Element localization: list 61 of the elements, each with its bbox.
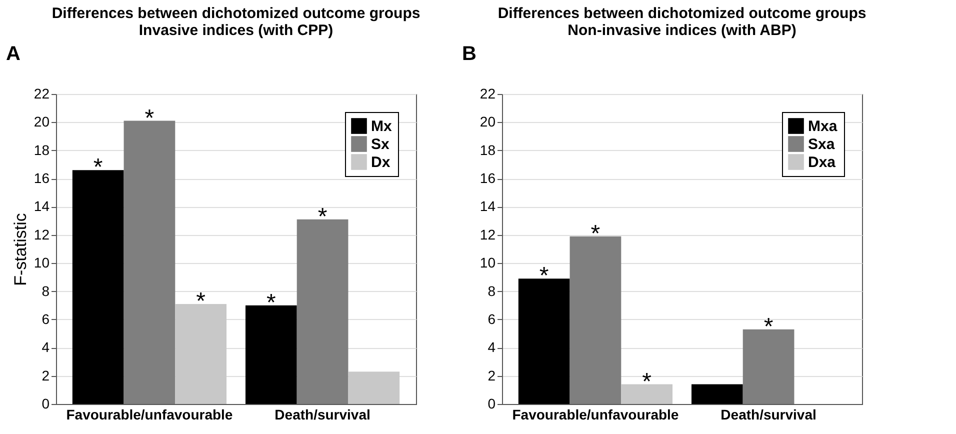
bar bbox=[175, 304, 227, 404]
legend-label: Sx bbox=[371, 136, 390, 153]
bar bbox=[621, 384, 673, 404]
chart-title: Differences between dichotomized outcome groups bbox=[52, 5, 420, 22]
data-label: * bbox=[539, 262, 549, 290]
x-tick-label: Favourable/unfavourable bbox=[66, 406, 233, 422]
bar bbox=[296, 219, 348, 404]
legend-label: Mxa bbox=[808, 118, 838, 135]
x-tick-label: Death/survival bbox=[274, 406, 370, 422]
y-tick-label: 2 bbox=[42, 367, 50, 384]
data-label: * bbox=[590, 220, 600, 248]
y-tick-label: 18 bbox=[480, 142, 496, 158]
y-tick-label: 4 bbox=[42, 339, 50, 356]
chart-subtitle: Non-invasive indices (with ABP) bbox=[568, 22, 796, 39]
legend-label: Mx bbox=[371, 118, 392, 135]
bar bbox=[518, 278, 570, 404]
y-tick-label: 22 bbox=[34, 86, 50, 102]
bar bbox=[742, 329, 794, 404]
y-tick-label: 6 bbox=[42, 310, 50, 327]
y-tick-label: 8 bbox=[488, 282, 496, 299]
chart-title: Differences between dichotomized outcome groups bbox=[498, 5, 866, 22]
legend-label: Dxa bbox=[808, 154, 836, 171]
data-label: * bbox=[764, 313, 774, 340]
bar bbox=[691, 384, 743, 404]
bar bbox=[245, 305, 297, 404]
x-tick-label: Death/survival bbox=[720, 406, 816, 422]
y-tick-label: 12 bbox=[34, 226, 50, 242]
y-tick-label: 6 bbox=[488, 310, 496, 327]
chart-subtitle: Invasive indices (with CPP) bbox=[138, 22, 334, 39]
x-tick-label: Favourable/unfavourable bbox=[512, 406, 679, 422]
y-tick-label: 12 bbox=[480, 226, 496, 242]
legend-label: Sxa bbox=[808, 136, 836, 153]
legend-label: Dx bbox=[371, 154, 391, 171]
y-tick-label: 20 bbox=[480, 114, 496, 130]
y-tick-label: 10 bbox=[34, 254, 50, 271]
bar bbox=[570, 236, 622, 404]
y-tick-label: 16 bbox=[34, 170, 50, 186]
text: B bbox=[462, 43, 476, 65]
y-tick-label: 2 bbox=[488, 367, 496, 384]
data-label: * bbox=[144, 104, 154, 132]
bar bbox=[72, 170, 124, 404]
y-tick-label: 14 bbox=[34, 198, 50, 214]
y-tick-label: 4 bbox=[488, 339, 496, 356]
data-label: * bbox=[266, 289, 276, 316]
bar bbox=[348, 372, 400, 404]
y-tick-label: 0 bbox=[488, 396, 496, 412]
y-tick-label: 20 bbox=[34, 114, 50, 130]
data-label: * bbox=[196, 288, 206, 315]
data-label: * bbox=[642, 368, 652, 396]
y-tick-label: 10 bbox=[480, 254, 496, 271]
y-tick-label: 14 bbox=[480, 198, 496, 214]
y-tick-label: 0 bbox=[42, 396, 50, 412]
data-label: * bbox=[318, 203, 328, 230]
y-tick-label: 16 bbox=[480, 170, 496, 186]
data-label: * bbox=[93, 154, 103, 182]
text: A bbox=[6, 43, 20, 65]
y-tick-label: 22 bbox=[480, 86, 496, 102]
y-tick-label: 8 bbox=[42, 282, 50, 299]
y-tick-label: 18 bbox=[34, 142, 50, 158]
bar bbox=[124, 120, 176, 404]
y-axis-title: F-statistic bbox=[10, 212, 30, 286]
